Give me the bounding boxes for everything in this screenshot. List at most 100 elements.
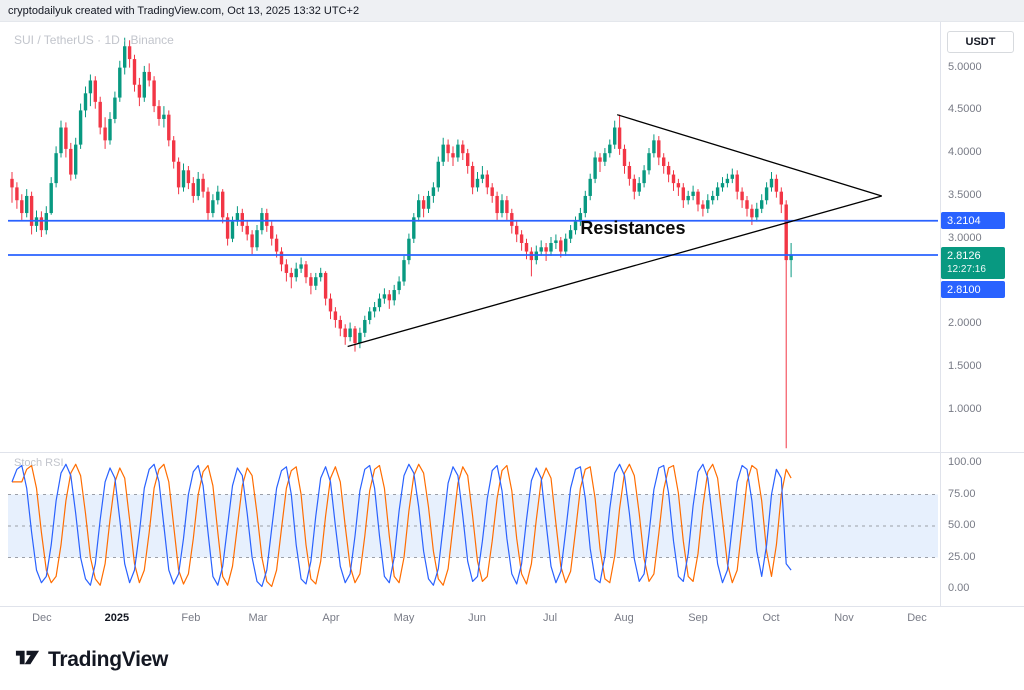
time-tick-label: Jul bbox=[542, 612, 558, 624]
candle-body bbox=[662, 157, 666, 167]
candle-body bbox=[436, 161, 440, 188]
candle-body bbox=[20, 200, 24, 214]
candle-body bbox=[10, 178, 14, 188]
last-price-value: 2.8126 bbox=[947, 250, 981, 262]
candle-body bbox=[284, 264, 289, 273]
candle-body bbox=[613, 127, 617, 145]
candle-body bbox=[627, 166, 632, 179]
symbol-legend[interactable]: SUI / TetherUS · 1D · Binance bbox=[14, 33, 174, 47]
trendline[interactable] bbox=[616, 114, 882, 197]
candle-body bbox=[480, 174, 485, 179]
candle-body bbox=[274, 238, 279, 252]
candle-body bbox=[764, 187, 769, 201]
candle-body bbox=[696, 191, 700, 205]
candle-body bbox=[88, 80, 93, 94]
candle-body bbox=[59, 127, 63, 154]
candle-body bbox=[172, 140, 176, 162]
candle-body bbox=[578, 213, 583, 222]
candle-body bbox=[642, 170, 646, 184]
resistances-annotation: Resistances bbox=[580, 218, 686, 239]
candle-body bbox=[123, 46, 127, 68]
candle-body bbox=[421, 200, 426, 209]
candle-body bbox=[784, 204, 788, 261]
candle-body bbox=[270, 225, 274, 239]
candle-body bbox=[549, 242, 553, 252]
candle-body bbox=[446, 144, 450, 154]
candle-body bbox=[475, 178, 480, 188]
candle-body bbox=[652, 140, 656, 154]
candle-body bbox=[206, 191, 210, 214]
candle-body bbox=[402, 260, 406, 282]
candle-body bbox=[250, 234, 254, 248]
candle-body bbox=[225, 217, 230, 239]
candle-body bbox=[730, 174, 734, 179]
candle-body bbox=[701, 204, 705, 209]
resistance-price-label-lower[interactable]: 2.8100 bbox=[941, 281, 1005, 298]
candle-body bbox=[745, 200, 749, 209]
trendline[interactable] bbox=[347, 195, 882, 348]
candle-body bbox=[137, 84, 142, 98]
currency-toggle-button[interactable]: USDT bbox=[947, 31, 1014, 53]
candle-body bbox=[637, 183, 641, 192]
price-tick-label: 4.0000 bbox=[948, 146, 982, 159]
candle-body bbox=[314, 277, 318, 286]
candle-body bbox=[593, 157, 597, 179]
candle-body bbox=[98, 101, 102, 128]
candle-body bbox=[397, 281, 401, 291]
resistance-upper-value: 3.2104 bbox=[947, 214, 981, 227]
candle-body bbox=[304, 264, 308, 278]
candle-body bbox=[495, 195, 499, 214]
candle-body bbox=[691, 191, 695, 196]
price-tick-label: 2.0000 bbox=[948, 317, 982, 330]
candle-body bbox=[564, 238, 568, 252]
tradingview-wordmark[interactable]: TradingView bbox=[48, 648, 169, 671]
time-tick-label: Oct bbox=[762, 612, 780, 624]
candle-body bbox=[294, 268, 298, 278]
time-tick-label: May bbox=[393, 612, 415, 624]
candle-body bbox=[750, 208, 754, 218]
candle-body bbox=[789, 254, 793, 261]
candle-body bbox=[343, 328, 347, 338]
candle-body bbox=[333, 311, 338, 320]
candle-body bbox=[412, 217, 416, 239]
stoch-rsi-legend[interactable]: Stoch RSI bbox=[14, 457, 64, 469]
candle-body bbox=[147, 71, 151, 81]
candle-body bbox=[152, 80, 156, 107]
candle-body bbox=[323, 272, 328, 299]
time-tick-label: Jun bbox=[468, 612, 486, 624]
candle-body bbox=[510, 213, 514, 226]
stoch-tick-label: 50.00 bbox=[948, 519, 976, 531]
candle-body bbox=[505, 200, 509, 214]
candle-body bbox=[83, 93, 88, 111]
resistance-lower-value: 2.8100 bbox=[947, 283, 981, 296]
time-tick-label: Aug bbox=[614, 612, 634, 624]
candle-body bbox=[93, 80, 97, 102]
attribution-bar: cryptodailyuk created with TradingView.c… bbox=[0, 0, 1024, 22]
candle-body bbox=[348, 328, 352, 338]
candle-body bbox=[29, 195, 34, 226]
price-tick-label: 4.5000 bbox=[948, 103, 982, 116]
footer-branding: TradingView bbox=[14, 644, 168, 676]
candle-body bbox=[588, 178, 592, 196]
stoch-tick-label: 75.00 bbox=[948, 487, 976, 500]
candle-body bbox=[309, 277, 313, 286]
price-tick-label: 3.5000 bbox=[948, 188, 982, 201]
time-tick-label: 2025 bbox=[104, 612, 130, 624]
candle-body bbox=[289, 272, 293, 278]
stoch-tick-label: 0.00 bbox=[948, 582, 970, 594]
stoch-tick-label: 25.00 bbox=[948, 550, 976, 563]
tradingview-logo-icon[interactable] bbox=[14, 644, 41, 676]
bar-countdown: 12:27:16 bbox=[947, 264, 986, 275]
candle-body bbox=[573, 221, 578, 231]
candle-body bbox=[647, 153, 651, 171]
candle-body bbox=[103, 127, 107, 141]
resistance-price-label-upper[interactable]: 3.2104 bbox=[941, 212, 1005, 229]
time-tick-label: Feb bbox=[181, 612, 201, 624]
candle-body bbox=[74, 144, 78, 175]
price-tick-label: 1.0000 bbox=[948, 402, 982, 415]
candle-body bbox=[338, 319, 342, 329]
candle-body bbox=[603, 153, 607, 162]
candle-body bbox=[54, 153, 58, 184]
candle-body bbox=[539, 247, 543, 252]
